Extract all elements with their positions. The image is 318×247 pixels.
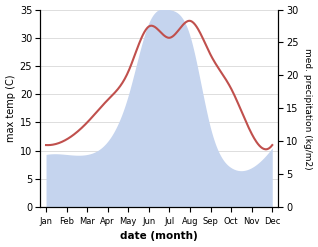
X-axis label: date (month): date (month): [120, 231, 198, 242]
Y-axis label: max temp (C): max temp (C): [5, 75, 16, 142]
Y-axis label: med. precipitation (kg/m2): med. precipitation (kg/m2): [303, 48, 313, 169]
